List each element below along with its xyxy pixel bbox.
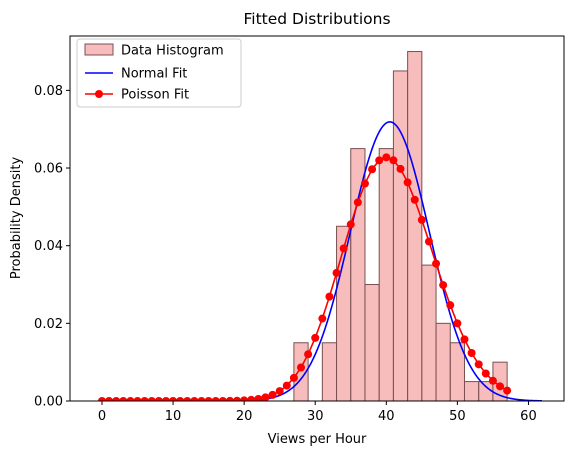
y-axis-label: Probability Density	[9, 157, 24, 280]
legend-poisson-label: Poisson Fit	[121, 88, 189, 103]
chart-title: Fitted Distributions	[243, 10, 390, 28]
x-tick-label: 30	[307, 409, 324, 424]
poisson-fit-point	[126, 397, 135, 401]
histogram-bar	[336, 225, 352, 401]
poisson-fit-point	[183, 397, 192, 401]
y-tick-label: 0.06	[34, 162, 63, 177]
poisson-fit-point	[247, 395, 256, 401]
poisson-fit-point	[304, 350, 313, 359]
x-tick-label: 0	[98, 409, 106, 424]
poisson-fit-point	[225, 396, 234, 401]
poisson-fit-point	[268, 390, 277, 399]
poisson-fit-point	[282, 381, 291, 390]
poisson-fit-point	[339, 244, 348, 253]
poisson-fit-point	[325, 292, 334, 301]
poisson-fit-point	[439, 281, 448, 290]
legend-normal-label: Normal Fit	[121, 67, 187, 82]
poisson-fit-point	[446, 301, 455, 310]
poisson-fit-point	[389, 156, 398, 165]
poisson-fit-point	[154, 397, 163, 401]
x-tick-label: 60	[520, 409, 537, 424]
poisson-fit-point	[403, 178, 412, 187]
poisson-fit-point	[346, 220, 355, 229]
poisson-fit-point	[261, 393, 270, 401]
x-tick-label: 50	[449, 409, 466, 424]
poisson-fit-point	[97, 397, 106, 401]
poisson-fit-point	[474, 360, 483, 369]
poisson-fit-point	[275, 387, 284, 396]
poisson-fit-point	[396, 164, 405, 173]
poisson-fit-point	[211, 396, 220, 401]
poisson-fit-point	[176, 397, 185, 401]
histogram-bar	[378, 148, 394, 401]
poisson-fit-point	[133, 397, 142, 401]
poisson-fit-point	[375, 156, 384, 165]
histogram-bar	[392, 70, 409, 401]
plot-area	[97, 51, 542, 401]
poisson-fit-point	[481, 369, 490, 378]
axes-frame	[69, 35, 565, 402]
poisson-fit-point	[240, 396, 249, 401]
x-tick-label: 10	[165, 409, 182, 424]
poisson-fit-point	[360, 179, 369, 188]
poisson-fit-point	[467, 348, 476, 357]
poisson-fit-point	[119, 397, 128, 401]
poisson-fit-point	[197, 396, 206, 401]
poisson-fit-point	[311, 333, 320, 342]
normal-fit-line	[101, 121, 542, 401]
x-tick-label: 20	[236, 409, 253, 424]
poisson-fit-point	[424, 237, 433, 246]
poisson-fit-point	[233, 396, 242, 401]
poisson-fit-point	[332, 268, 341, 277]
poisson-fit-point	[161, 397, 170, 401]
poisson-fit-point	[140, 397, 149, 401]
poisson-fit-point	[453, 319, 462, 328]
legend-poisson-swatch-marker	[95, 90, 103, 98]
poisson-fit-point	[417, 215, 426, 224]
y-tick-label: 0.08	[34, 84, 63, 99]
legend-box	[76, 38, 242, 108]
poisson-fit-point	[503, 386, 512, 395]
axis-ticks: 0 10 20 30 40 50 60 0.00 0.02 0.04 0.06 0.08	[34, 84, 537, 424]
poisson-fit-point	[297, 363, 306, 372]
legend-histogram-label: Data Histogram	[121, 44, 224, 59]
histogram-bar	[364, 284, 380, 401]
poisson-fit-point	[289, 373, 298, 382]
legend: Data Histogram Normal Fit Poisson Fit	[76, 38, 242, 108]
poisson-fit-point	[318, 314, 327, 323]
y-tick-label: 0.04	[34, 239, 63, 254]
poisson-fit-point	[432, 259, 441, 268]
histogram-bar	[449, 342, 465, 401]
histogram-bar	[435, 322, 451, 401]
poisson-fit-point	[410, 195, 419, 204]
poisson-fit-point	[353, 198, 362, 207]
poisson-fit-point	[496, 382, 505, 391]
poisson-fit-point	[105, 397, 114, 401]
y-tick-label: 0.00	[34, 395, 63, 410]
y-tick-label: 0.02	[34, 317, 63, 332]
poisson-fit-line	[101, 156, 508, 401]
histogram-bar	[463, 381, 480, 401]
poisson-fit-point	[218, 396, 227, 401]
poisson-fit-point	[204, 396, 213, 401]
poisson-fit-point	[382, 153, 391, 162]
histogram-bar	[407, 51, 423, 401]
legend-histogram-swatch	[84, 43, 114, 56]
poisson-fit-point	[460, 335, 469, 344]
poisson-fit-point	[488, 376, 497, 385]
histogram-bar	[321, 342, 338, 401]
poisson-fit-point	[254, 394, 263, 401]
poisson-fit-point	[169, 397, 178, 401]
histogram-bar	[421, 264, 437, 401]
poisson-fit-point	[112, 397, 121, 401]
x-axis-label: Views per Hour	[268, 432, 367, 447]
plot-content	[97, 51, 542, 401]
poisson-fit-point	[190, 396, 199, 401]
poisson-fit-point	[147, 397, 156, 401]
x-tick-label: 40	[378, 409, 395, 424]
poisson-fit-point	[368, 165, 377, 174]
